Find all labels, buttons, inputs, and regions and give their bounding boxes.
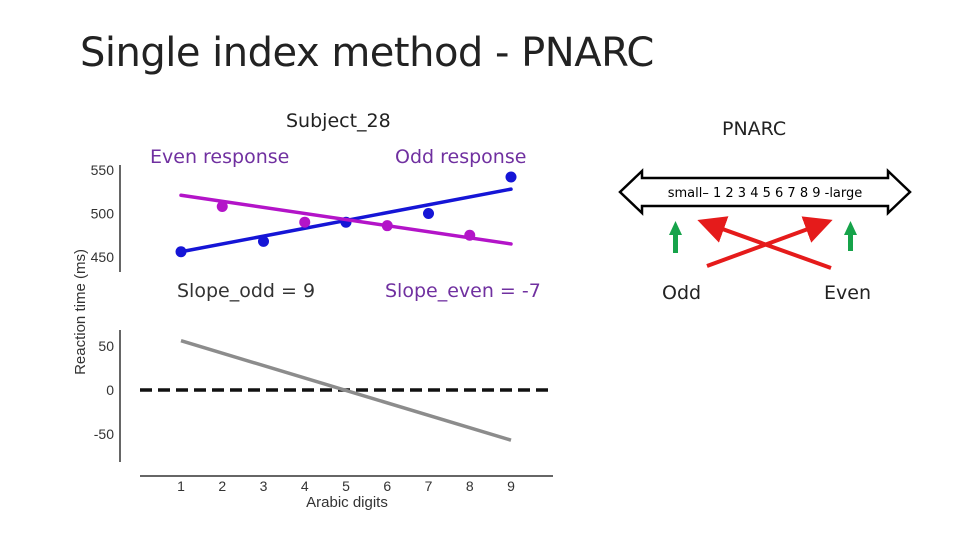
x-axis-title: Arabic digits	[306, 494, 388, 511]
x-tick-label: 5	[342, 478, 350, 494]
even-response-label: Even response	[150, 146, 290, 168]
x-tick-label: 1	[177, 478, 185, 494]
odd-label: Odd	[662, 282, 702, 304]
slope-odd-label: Slope_odd = 9	[177, 280, 316, 302]
y-tick-label: 0	[106, 382, 114, 398]
chart-marks	[140, 171, 548, 442]
odd-data-point	[175, 246, 187, 258]
odd-data-point	[505, 171, 517, 183]
y-tick-label: 550	[91, 162, 115, 178]
difference-regression-line	[180, 339, 512, 442]
pnarc-title: PNARC	[722, 118, 787, 140]
even-data-point	[381, 220, 393, 232]
slope-even-label: Slope_even = -7	[385, 280, 541, 302]
odd-response-label: Odd response	[395, 146, 527, 168]
pnarc-diagram: small– 1 2 3 4 5 6 7 8 9 -large	[618, 168, 912, 270]
magnitude-scale-arrow	[618, 168, 912, 216]
slide-title: Single index method - PNARC	[80, 30, 654, 76]
magnitude-scale-text: small– 1 2 3 4 5 6 7 8 9 -large	[668, 186, 863, 201]
even-fit-line	[179, 193, 513, 246]
x-tick-label: 9	[507, 478, 515, 494]
up-arrow-even	[844, 221, 857, 251]
y-axis-title: Reaction time (ms)	[72, 249, 89, 375]
x-tick-label: 3	[260, 478, 268, 494]
x-tick-label: 4	[301, 478, 309, 494]
even-data-point	[299, 216, 311, 228]
x-tick-label: 8	[466, 478, 474, 494]
cross-arrow-even-to-small	[697, 216, 832, 270]
x-tick-label: 2	[218, 478, 226, 494]
y-tick-label: 450	[91, 249, 115, 265]
even-data-point	[464, 229, 476, 241]
subject-label: Subject_28	[286, 110, 391, 132]
odd-data-point	[258, 235, 269, 247]
y-tick-label: 50	[98, 338, 114, 354]
y-tick-label: 500	[91, 206, 115, 222]
up-arrow-odd	[669, 221, 682, 253]
x-tick-label: 7	[425, 478, 433, 494]
x-tick-label: 6	[383, 478, 391, 494]
y-tick-label: -50	[94, 426, 114, 442]
even-label: Even	[824, 282, 871, 304]
odd-data-point	[423, 208, 434, 219]
even-data-point	[216, 201, 228, 213]
